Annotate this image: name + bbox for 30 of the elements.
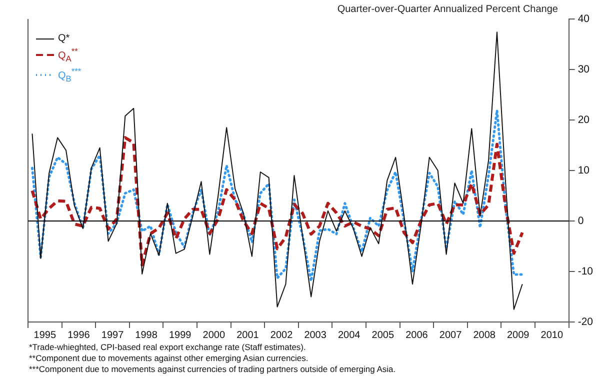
x-tick-label: 2009	[506, 330, 530, 341]
x-tick-label: 1999	[168, 330, 192, 341]
x-tick-label: 2010	[540, 330, 564, 341]
x-tick-label: 2006	[406, 330, 428, 341]
y-tick-label: 0	[578, 214, 584, 227]
y-tick-label: -20	[578, 316, 594, 328]
x-tick-label: 1995	[34, 330, 56, 341]
line-series	[30, 109, 524, 282]
y-tick-label: 30	[578, 63, 590, 76]
x-tick-label: 1997	[101, 330, 124, 341]
x-tick-label: 2008	[473, 330, 496, 341]
y-tick-label: 40	[578, 12, 590, 25]
x-tick-label: 2001	[236, 330, 260, 341]
y-tick-label: -10	[578, 265, 594, 278]
y-tick-label: 10	[578, 164, 590, 176]
x-tick-label: 2003	[304, 330, 327, 341]
y-axis-title: Quarter-over-Quarter Annualized Percent Change	[337, 4, 558, 15]
x-tick-label: 2004	[338, 330, 361, 341]
line-series	[30, 136, 524, 266]
x-tick-label: 2005	[372, 330, 394, 341]
text: *Trade-whieghted, CPI-based real export exchange rate (Staff estimates).	[29, 342, 307, 353]
text: ***Component due to movements against currencies of trading partners outside of emerging Asia.	[29, 364, 396, 375]
x-tick-label: 2000	[202, 330, 226, 341]
x-tick-label: 1996	[68, 330, 90, 341]
x-tick-label: 1998	[135, 330, 158, 341]
x-tick-label: 2002	[270, 330, 294, 341]
y-tick-label: 20	[578, 114, 590, 126]
x-tick-label: 2007	[439, 330, 462, 341]
text: **Component due to movements against other emerging Asian currencies.	[29, 353, 310, 364]
legend-label: Q*	[58, 32, 70, 45]
